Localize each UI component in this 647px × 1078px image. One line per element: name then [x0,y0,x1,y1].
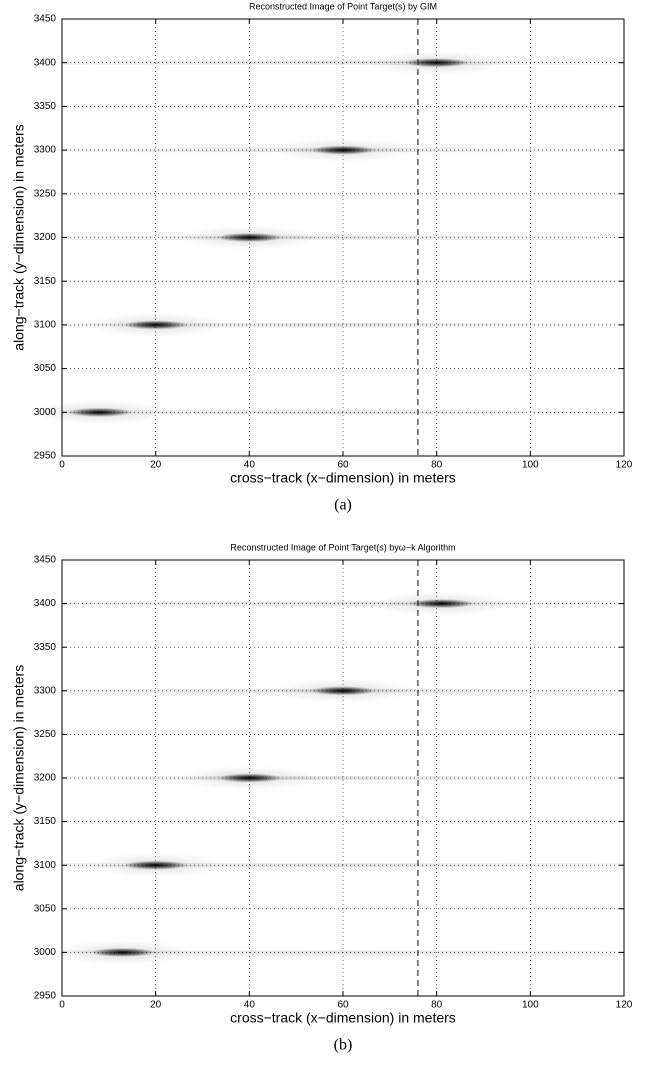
y-tick-label: 3100 [34,860,57,871]
y-tick-label: 3200 [34,232,57,243]
y-tick-label: 3100 [34,320,57,331]
chart-title: Reconstructed Image of Point Target(s) b… [249,1,437,11]
y-tick-label: 3000 [34,407,57,418]
y-tick-label: 3350 [34,642,57,653]
y-tick-label: 3450 [34,555,57,566]
point-target [123,320,188,330]
caption: (b) [334,1037,353,1054]
point-target [409,599,474,609]
x-tick-label: 20 [150,460,162,471]
chart: 0 20 40 60 80 100 120 2950 3000 3050 3100 3150 3200 3… [11,1,633,513]
x-tick-label: 100 [522,460,539,471]
caption: (a) [334,497,352,514]
y-tick-label: 3000 [34,947,57,958]
x-tick-label: 100 [522,1000,539,1011]
x-tick-label: 0 [59,1000,65,1011]
y-tick-label: 3300 [34,145,57,156]
x-tick-label: 80 [431,1000,443,1011]
point-target [123,860,188,870]
x-axis-label: cross−track (x−dimension) in meters [230,1010,456,1026]
y-tick-label: 3250 [34,729,57,740]
x-tick-label: 40 [244,460,256,471]
y-tick-label: 3450 [34,14,57,25]
x-tick-label: 40 [244,1000,256,1011]
plot-frame [61,559,625,997]
x-axis-label: cross−track (x−dimension) in meters [230,470,456,486]
chart-title: Reconstructed Image of Point Target(s) b… [230,542,455,552]
point-target [217,233,282,242]
x-tick-label: 0 [59,460,65,471]
x-tick-label: 80 [431,460,443,471]
y-tick-label: 3200 [34,773,57,784]
plot-frame [61,18,625,457]
x-tick-label: 120 [616,1000,633,1011]
y-axis-label: along−track (y−dimension) in meters [11,665,27,891]
x-tick-label: 20 [150,1000,162,1011]
y-tick-label: 2950 [34,991,57,1002]
y-tick-label: 3350 [34,101,57,112]
y-tick-label: 3150 [34,276,57,287]
y-axis-label: along−track (y−dimension) in meters [11,124,27,350]
x-tick-label: 60 [337,1000,349,1011]
y-tick-label: 3050 [34,363,57,374]
x-tick-label: 120 [616,460,633,471]
y-tick-label: 3050 [34,903,57,914]
y-tick-label: 3150 [34,816,57,827]
point-target [404,58,469,68]
point-target [217,773,282,783]
y-tick-label: 3300 [34,685,57,696]
chart: 0 20 40 60 80 100 120 2950 3000 3050 3100 3150 3200 3… [11,542,633,1053]
y-tick-label: 3400 [34,57,57,68]
y-tick-label: 2950 [34,451,57,462]
x-tick-label: 60 [337,460,349,471]
y-tick-label: 3400 [34,598,57,609]
point-target [67,407,132,417]
y-tick-label: 3250 [34,188,57,199]
